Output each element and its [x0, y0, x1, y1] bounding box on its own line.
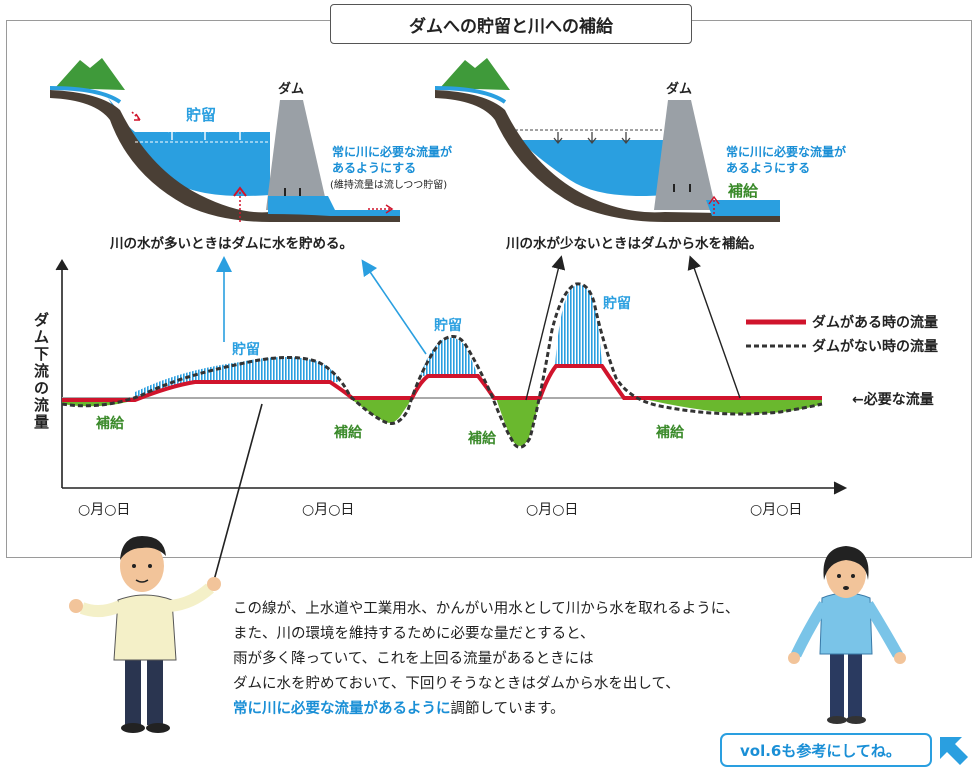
- flow-without-dam-line: [61, 282, 823, 449]
- pointer-stick: [212, 403, 263, 585]
- flow-with-dam-line: [62, 364, 822, 402]
- reference-button[interactable]: vol.6も参考にしてね。: [720, 733, 932, 767]
- ground: [50, 90, 400, 222]
- student-character: [788, 546, 906, 724]
- right-dam-scene: ダム 常に川に必要な流量が あるようにする 補給 川の水が少ないときはダムから水…: [434, 58, 846, 252]
- narration-line: ダムに水を貯めておいて、下回りそうなときはダムから水を出して、: [233, 676, 680, 692]
- storage-area-2: [420, 337, 478, 376]
- supply-annotation: 補給: [333, 424, 363, 441]
- supply-annotation: 補給: [655, 424, 685, 441]
- left-note-line1: 常に川に必要な流量が: [332, 144, 452, 159]
- storage-area-3: [555, 284, 602, 366]
- storage-annotation: 貯留: [232, 341, 260, 358]
- left-note-line2: あるようにする: [332, 161, 416, 175]
- right-note-line1: 常に川に必要な流量が: [726, 144, 846, 159]
- left-dam-label: ダム: [278, 81, 304, 97]
- legend-with-dam: ダムがある時の流量: [812, 314, 938, 331]
- right-supply-label: 補給: [727, 182, 759, 200]
- supply-annotation: 補給: [95, 415, 125, 432]
- pointer-arrow: [687, 255, 741, 399]
- right-note-line2: あるようにする: [726, 161, 810, 175]
- left-caption: 川の水が多いときはダムに水を貯める。: [109, 235, 353, 252]
- left-dam-scene: ダム 貯留 常に川に必要な流量が あるようにする (維持流量は流しつつ貯留) 川…: [49, 58, 452, 252]
- x-tick-label: ○月○日: [526, 502, 578, 518]
- right-dam-label: ダム: [666, 81, 692, 97]
- ground: [435, 90, 780, 222]
- storage-annotation: 貯留: [434, 317, 462, 334]
- reservoir-water: [108, 98, 270, 196]
- left-note-sub: (維持流量は流しつつ貯留): [330, 178, 447, 191]
- supply-area-3: [496, 398, 540, 446]
- left-storage-label: 貯留: [186, 106, 216, 124]
- narration-line: この線が、上水道や工業用水、かんがい用水として川から水を取れるように、: [233, 601, 740, 617]
- narration-line: 常に川に必要な流量があるように調節しています。: [233, 697, 813, 722]
- x-tick-label: ○月○日: [78, 502, 130, 518]
- left-dam-body: [266, 100, 328, 210]
- arrow-up-left-icon[interactable]: [936, 733, 972, 767]
- supply-annotation: 補給: [467, 430, 497, 447]
- storage-annotation: 貯留: [603, 295, 631, 312]
- right-caption: 川の水が少ないときはダムから水を補給。: [505, 235, 763, 252]
- storage-area-1: [135, 357, 340, 398]
- mountain-icon: [55, 58, 125, 90]
- pointer-arrow: [361, 259, 427, 355]
- narration-line: また、川の環境を維持するために必要な量だとすると、: [233, 626, 595, 642]
- y-axis-label: ダム下流の流量: [34, 311, 49, 431]
- narration-line-rest: 調節しています。: [450, 701, 565, 717]
- narration-line: 雨が多く降っていて、これを上回る流量があるときには: [233, 651, 594, 667]
- pointer-arrow: [525, 255, 566, 401]
- supply-area-4: [640, 398, 822, 414]
- flow-chart: ダム下流の流量 貯留 貯留 貯留 補給 補給 補給 補給 ←必要な流量 ダムがあ…: [34, 255, 938, 585]
- teacher-character: [69, 536, 221, 733]
- reservoir-water: [515, 140, 665, 196]
- supply-area-2: [350, 398, 412, 423]
- diagram-title: ダムへの貯留と川への補給: [330, 4, 692, 44]
- x-tick-label: ○月○日: [302, 502, 354, 518]
- narration-text: この線が、上水道や工業用水、かんがい用水として川から水を取れるように、 また、川…: [233, 597, 813, 722]
- x-tick-label: ○月○日: [750, 502, 802, 518]
- required-flow-label: ←必要な流量: [852, 391, 934, 408]
- legend-without-dam: ダムがない時の流量: [812, 338, 938, 355]
- mountain-icon: [440, 58, 510, 90]
- narration-highlight: 常に川に必要な流量があるように: [233, 701, 451, 717]
- right-dam-body: [654, 100, 716, 210]
